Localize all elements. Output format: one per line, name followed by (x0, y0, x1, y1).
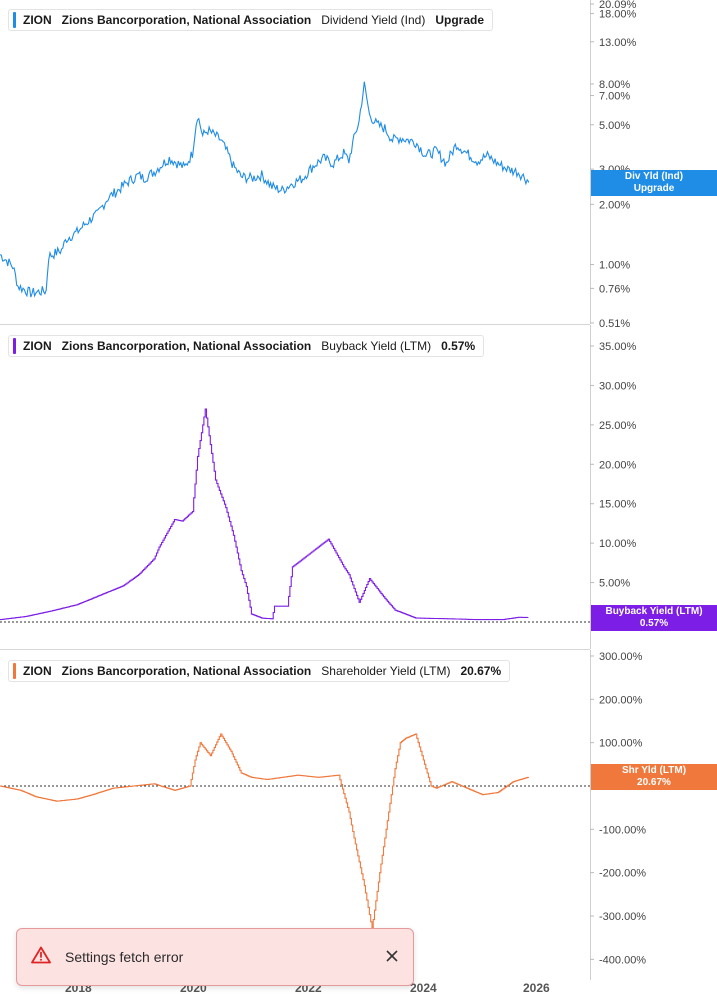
legend-ticker: ZION (23, 339, 52, 353)
y-tick-label: 15.00% (599, 499, 637, 511)
y-tick-label: 25.00% (599, 420, 637, 432)
y-tick-label: 20.09% (599, 0, 637, 11)
y-tick-label: -200.00% (599, 868, 646, 880)
legend-metric: Buyback Yield (LTM) (321, 339, 432, 353)
badge-value: 0.57% (639, 618, 669, 629)
y-tick-label: 10.00% (599, 538, 637, 550)
last-value-badge-shareholder: Shr Yld (LTM) 20.67% (591, 764, 717, 790)
legend-company: Zions Bancorporation, National Associati… (61, 13, 312, 27)
panel-divider-2 (0, 649, 590, 650)
y-axis-line-2 (590, 325, 591, 649)
badge-value: 20.67% (637, 777, 671, 788)
legend-buyback-yield[interactable]: ZION Zions Bancorporation, National Asso… (8, 335, 485, 357)
badge-label: Buyback Yield (LTM) (605, 606, 703, 617)
y-tick-label: 5.00% (599, 120, 630, 132)
series-swatch (13, 663, 16, 679)
legend-company: Zions Bancorporation, National Associati… (61, 339, 312, 353)
y-tick-label: 0.76% (599, 283, 630, 295)
series-swatch (13, 338, 16, 354)
close-icon[interactable] (385, 947, 399, 967)
y-tick-label: -400.00% (599, 954, 646, 966)
legend-value: 0.57% (441, 339, 476, 353)
legend-value[interactable]: Upgrade (435, 13, 485, 27)
legend-shareholder-yield[interactable]: ZION Zions Bancorporation, National Asso… (8, 660, 511, 682)
legend-ticker: ZION (23, 13, 52, 27)
badge-label: Div Yld (Ind) (624, 171, 684, 182)
legend-value: 20.67% (460, 664, 502, 678)
badge-label: Shr Yld (LTM) (621, 765, 687, 776)
error-toast: Settings fetch error (16, 928, 414, 986)
last-value-badge-buyback: Buyback Yield (LTM) 0.57% (591, 605, 717, 631)
legend-metric: Dividend Yield (Ind) (321, 13, 426, 27)
y-tick-label: 200.00% (599, 694, 643, 706)
legend-company: Zions Bancorporation, National Associati… (61, 664, 312, 678)
y-tick-label: 20.00% (599, 459, 637, 471)
panel-divider-1 (0, 324, 590, 325)
legend-ticker: ZION (23, 664, 52, 678)
series-line (0, 81, 529, 298)
y-tick-label: 30.00% (599, 380, 637, 392)
y-tick-label: -100.00% (599, 824, 646, 836)
series-swatch (13, 12, 16, 28)
warning-icon (31, 946, 51, 969)
y-tick-label: 8.00% (599, 79, 630, 91)
toast-message: Settings fetch error (65, 949, 184, 965)
last-value-badge-dividend: Div Yld (Ind) Upgrade (591, 170, 717, 196)
y-tick-label: 5.00% (599, 578, 630, 590)
legend-dividend-yield[interactable]: ZION Zions Bancorporation, National Asso… (8, 9, 494, 31)
y-tick-label: 100.00% (599, 738, 643, 750)
y-axis-line-3 (590, 650, 591, 980)
y-tick-label: 13.00% (599, 37, 637, 49)
y-tick-label: -300.00% (599, 911, 646, 923)
x-tick-label: 2024 (410, 981, 437, 995)
y-tick-label: 18.00% (599, 9, 637, 21)
y-axis-line-1 (590, 0, 591, 324)
badge-value: Upgrade (633, 183, 675, 194)
legend-metric: Shareholder Yield (LTM) (321, 664, 451, 678)
y-tick-label: 35.00% (599, 341, 637, 353)
x-tick-label: 2026 (523, 981, 550, 995)
y-tick-label: 7.00% (599, 91, 630, 103)
series-line (0, 408, 529, 621)
y-tick-label: 2.00% (599, 199, 630, 211)
series-line (0, 733, 529, 930)
y-tick-label: 0.51% (599, 318, 630, 330)
y-tick-label: 1.00% (599, 260, 630, 272)
y-tick-label: 300.00% (599, 651, 643, 663)
